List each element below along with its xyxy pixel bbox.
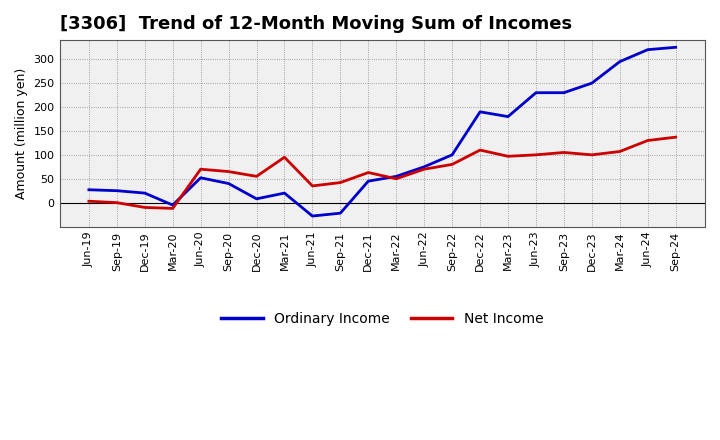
Ordinary Income — [504, 114, 513, 119]
Net Income — [112, 200, 121, 205]
Line: Net Income: Net Income — [89, 137, 675, 209]
Net Income — [168, 206, 177, 211]
Ordinary Income — [140, 191, 149, 196]
Y-axis label: Amount (million yen): Amount (million yen) — [15, 68, 28, 199]
Net Income — [504, 154, 513, 159]
Legend: Ordinary Income, Net Income: Ordinary Income, Net Income — [221, 312, 543, 326]
Net Income — [476, 147, 485, 153]
Net Income — [392, 176, 400, 181]
Net Income — [364, 170, 373, 175]
Ordinary Income — [616, 59, 624, 64]
Net Income — [559, 150, 568, 155]
Net Income — [420, 167, 428, 172]
Net Income — [336, 180, 345, 185]
Net Income — [588, 152, 596, 158]
Ordinary Income — [364, 179, 373, 184]
Ordinary Income — [336, 210, 345, 216]
Net Income — [616, 149, 624, 154]
Net Income — [140, 205, 149, 210]
Text: [3306]  Trend of 12-Month Moving Sum of Incomes: [3306] Trend of 12-Month Moving Sum of I… — [60, 15, 572, 33]
Ordinary Income — [84, 187, 93, 192]
Ordinary Income — [308, 213, 317, 219]
Net Income — [644, 138, 652, 143]
Ordinary Income — [197, 175, 205, 180]
Ordinary Income — [559, 90, 568, 95]
Ordinary Income — [644, 47, 652, 52]
Line: Ordinary Income: Ordinary Income — [89, 47, 675, 216]
Net Income — [84, 198, 93, 204]
Ordinary Income — [588, 81, 596, 86]
Ordinary Income — [112, 188, 121, 193]
Net Income — [252, 174, 261, 179]
Ordinary Income — [168, 202, 177, 208]
Net Income — [224, 169, 233, 174]
Ordinary Income — [671, 44, 680, 50]
Ordinary Income — [420, 164, 428, 169]
Net Income — [448, 162, 456, 167]
Ordinary Income — [476, 109, 485, 114]
Net Income — [531, 152, 540, 158]
Net Income — [671, 135, 680, 140]
Ordinary Income — [448, 152, 456, 158]
Net Income — [197, 167, 205, 172]
Ordinary Income — [531, 90, 540, 95]
Net Income — [280, 154, 289, 160]
Ordinary Income — [280, 191, 289, 196]
Net Income — [308, 183, 317, 189]
Ordinary Income — [392, 174, 400, 179]
Ordinary Income — [224, 181, 233, 186]
Ordinary Income — [252, 196, 261, 202]
